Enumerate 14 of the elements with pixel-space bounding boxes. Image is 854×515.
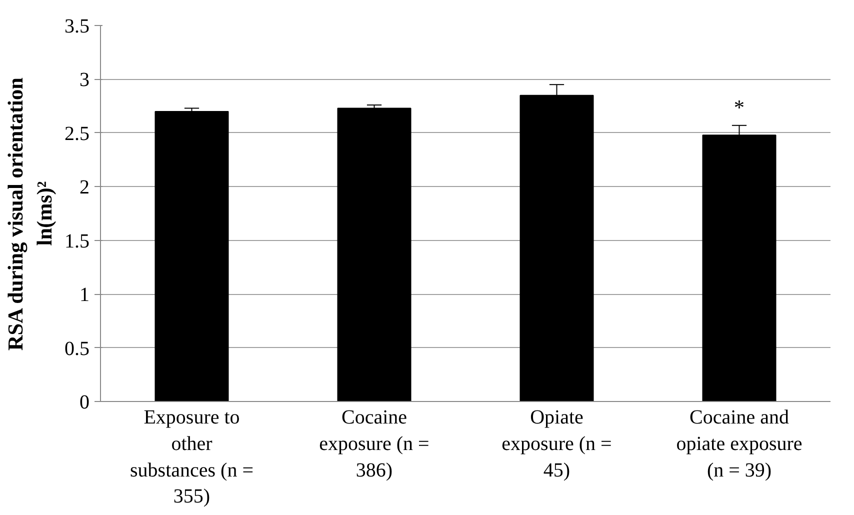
y-tick-label: 1.5 [64, 230, 90, 252]
x-tick-label: Opiate exposure (n = 45) [502, 406, 612, 482]
y-tick-label: 3 [80, 69, 90, 92]
x-tick-label: Cocaine and opiate exposure (n = 39) [676, 406, 802, 482]
x-tick-label: Cocaine exposure (n = 386) [319, 406, 430, 482]
y-tick-label: 0 [80, 392, 90, 414]
y-axis-title: RSA during visual orientation ln(ms)² [4, 77, 56, 351]
x-tick-label: Exposure to other substances (n = 355) [130, 406, 254, 508]
y-tick-label: 2.5 [64, 122, 90, 145]
y-tick-label: 1 [80, 284, 90, 306]
y-tick-label: 3.5 [64, 16, 90, 38]
y-tick-label: 0.5 [64, 338, 90, 360]
annotation: * [734, 95, 745, 120]
y-tick-label: 2 [80, 176, 90, 199]
